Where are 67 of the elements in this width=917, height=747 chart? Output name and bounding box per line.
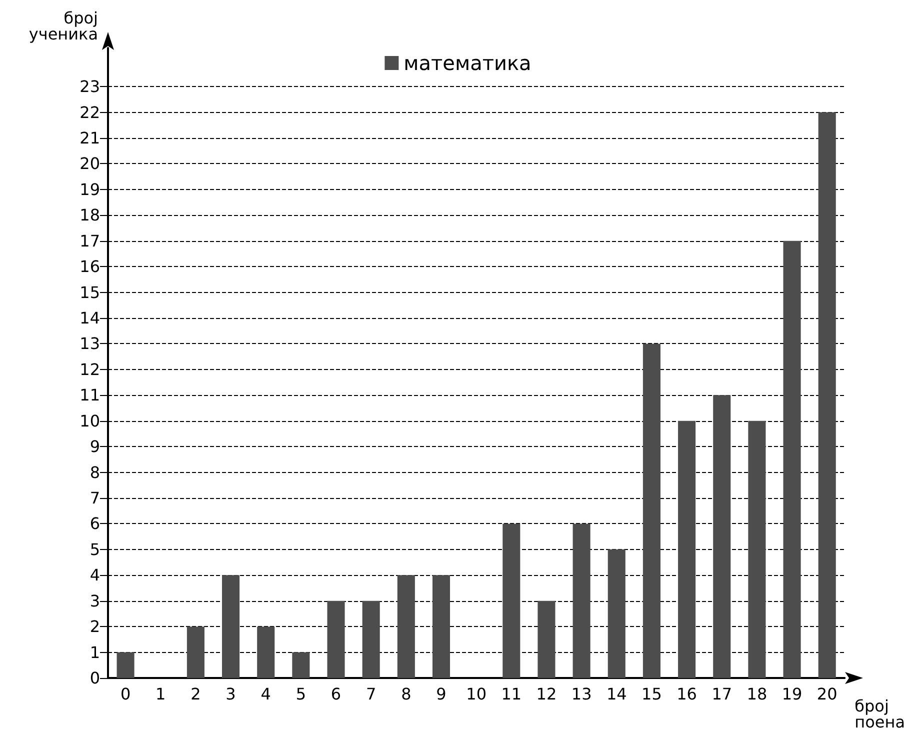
x-tick-label: 3 — [226, 684, 236, 704]
y-tick-label: 14 — [80, 308, 100, 328]
x-tick-label: 8 — [401, 684, 412, 704]
bar — [257, 626, 275, 678]
x-tick-label: 15 — [642, 684, 662, 704]
x-tick-label: 12 — [536, 684, 557, 704]
y-tick-label: 2 — [90, 617, 100, 636]
y-tick-label: 7 — [90, 488, 100, 508]
y-tick-label: 21 — [80, 128, 100, 148]
y-tick-label: 16 — [80, 257, 100, 276]
y-tick-label: 0 — [90, 668, 100, 688]
y-axis-title: број ученика — [28, 8, 98, 44]
y-tick-label: 1 — [90, 642, 100, 662]
bar — [572, 524, 590, 678]
y-tick-label: 12 — [80, 360, 100, 379]
bar — [608, 549, 626, 678]
x-tick-label: 9 — [436, 684, 446, 704]
y-tick-label: 8 — [90, 462, 100, 482]
bar — [783, 240, 801, 678]
x-tick-label: 7 — [366, 684, 376, 704]
x-tick-label: 11 — [501, 684, 522, 704]
bar — [678, 420, 696, 678]
y-tick-label: 15 — [80, 282, 100, 302]
x-tick-label: 19 — [782, 684, 802, 704]
x-axis-title: број поена — [854, 696, 905, 732]
x-tick-label: 0 — [120, 684, 131, 704]
bar — [362, 600, 380, 678]
bar — [642, 344, 660, 678]
bar — [222, 575, 240, 678]
x-tick-label: 2 — [190, 684, 201, 704]
bar — [116, 652, 134, 678]
x-tick-label: 1 — [156, 684, 166, 704]
bar — [292, 652, 310, 678]
bar — [327, 600, 345, 678]
y-tick-label: 11 — [80, 386, 100, 405]
x-tick-label: 17 — [712, 684, 732, 704]
x-tick-label: 5 — [296, 684, 306, 704]
y-tick-label: 4 — [90, 566, 100, 585]
y-tick-label: 10 — [80, 411, 100, 430]
y-tick-label: 19 — [80, 180, 100, 199]
y-tick-label: 13 — [80, 334, 100, 354]
y-tick-label: 6 — [90, 514, 100, 534]
bar — [397, 575, 415, 678]
bar — [713, 395, 731, 678]
y-tick-label: 23 — [80, 77, 100, 96]
y-tick-label: 18 — [80, 206, 100, 225]
legend-label: математика — [404, 51, 532, 75]
x-tick-label: 20 — [816, 684, 838, 704]
bar — [748, 420, 766, 678]
x-tick-label: 4 — [260, 684, 271, 704]
y-tick-label: 9 — [90, 437, 100, 456]
x-tick-label: 14 — [606, 684, 627, 704]
bar — [538, 600, 556, 678]
bar — [818, 112, 836, 678]
x-tick-label: 16 — [676, 684, 697, 704]
y-tick-label: 22 — [80, 102, 100, 122]
x-tick-label: 13 — [571, 684, 592, 704]
y-tick-label: 3 — [90, 591, 100, 610]
x-tick-label: 6 — [330, 684, 342, 704]
x-tick-label: 18 — [746, 684, 768, 704]
bar — [432, 575, 450, 678]
y-tick-label: 17 — [80, 231, 100, 250]
bar — [502, 524, 520, 678]
y-tick-label: 20 — [80, 154, 100, 174]
x-tick-label: 10 — [466, 684, 486, 704]
y-tick-label: 5 — [90, 540, 100, 559]
bar — [186, 626, 204, 678]
